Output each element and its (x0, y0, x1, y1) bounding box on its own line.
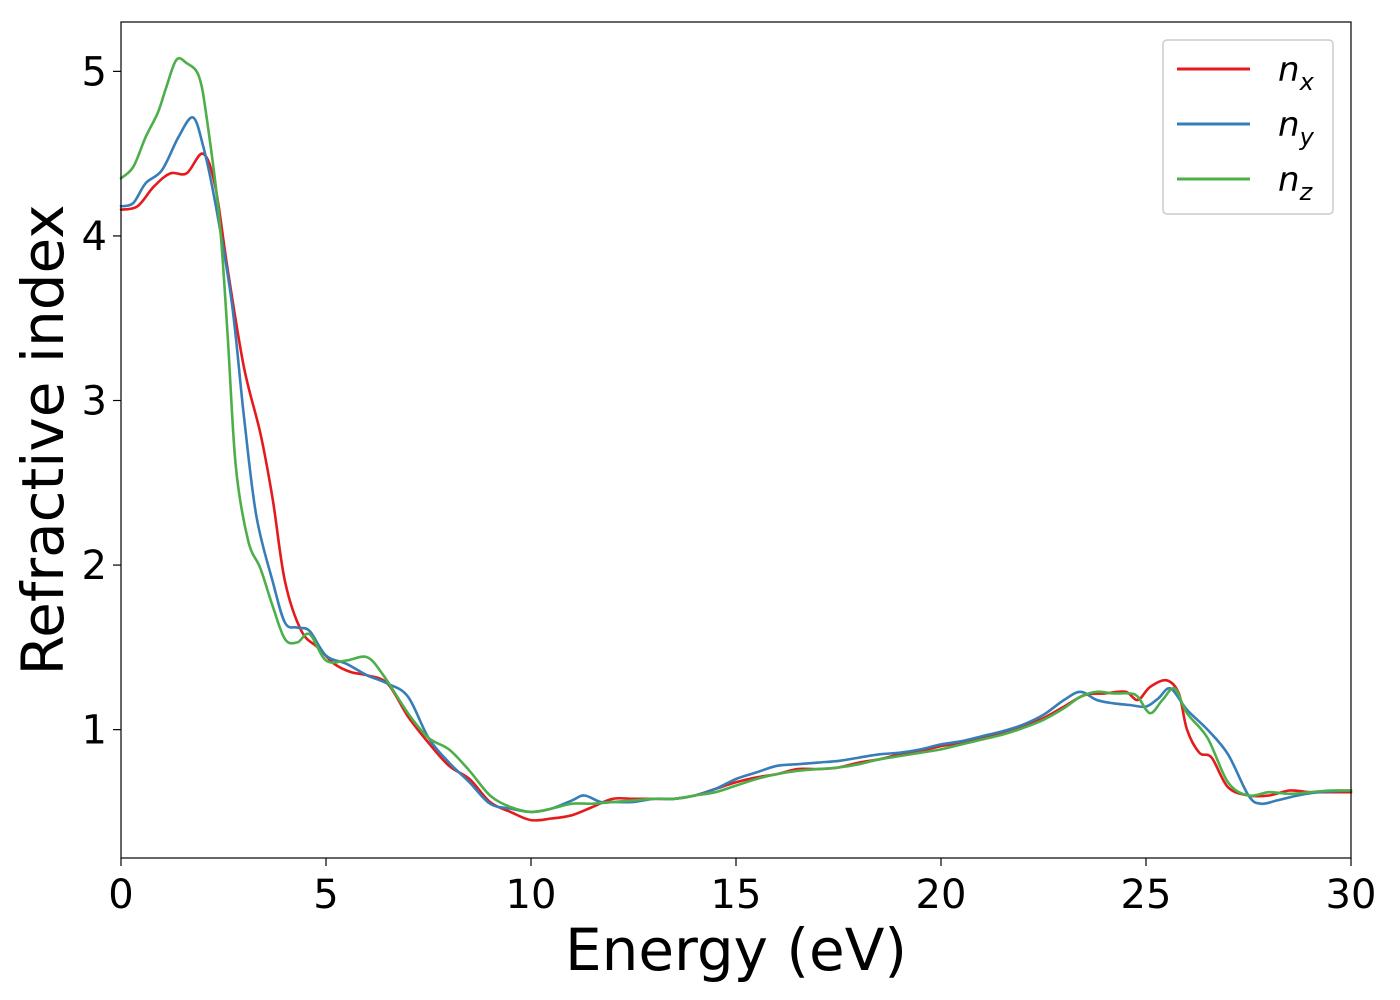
legend-label-main: n (1278, 105, 1300, 145)
plot-frame (120, 21, 1352, 859)
y-tick-label: 2 (82, 543, 107, 589)
legend-label-y: ny (1278, 105, 1315, 151)
x-tick-label: 20 (916, 872, 967, 918)
series-line-x (119, 152, 1353, 822)
legend-label-z: nz (1278, 160, 1314, 206)
series-line-z (119, 56, 1353, 814)
x-tick-label: 0 (108, 872, 133, 918)
y-tick-label: 5 (82, 49, 107, 95)
y-tick-label: 1 (82, 708, 107, 754)
series-line-y (119, 116, 1353, 814)
x-tick-label: 30 (1326, 872, 1377, 918)
legend-label-subscript: z (1299, 178, 1314, 206)
axis-ticks: 0 5 10 15 20 25 30 1 2 3 4 5 (82, 49, 1377, 918)
legend-label-main: n (1278, 160, 1300, 200)
legend-box (1162, 39, 1334, 215)
x-axis-title: Energy (eV) (565, 916, 907, 984)
legend-label-x: nx (1278, 50, 1315, 96)
y-tick-label: 4 (82, 214, 107, 260)
legend-label-main: n (1278, 50, 1300, 90)
series-lines (119, 56, 1353, 822)
x-tick-label: 25 (1121, 872, 1172, 918)
legend-label-subscript: x (1299, 68, 1315, 96)
legend-label-subscript: y (1299, 123, 1315, 151)
x-tick-label: 5 (313, 872, 338, 918)
x-tick-label: 10 (506, 872, 557, 918)
y-axis-title: Refractive index (9, 204, 77, 675)
x-tick-label: 15 (711, 872, 762, 918)
y-tick-label: 3 (82, 379, 107, 425)
